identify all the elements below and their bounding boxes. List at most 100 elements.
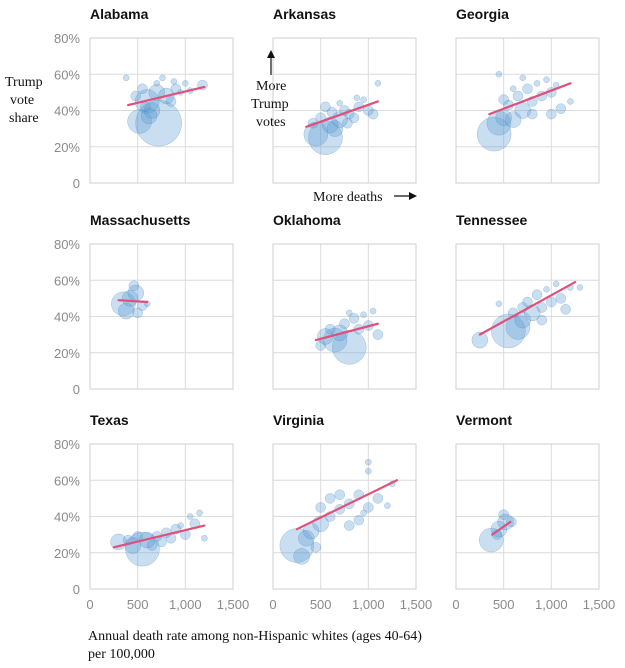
data-point — [121, 290, 139, 307]
data-point — [560, 304, 571, 315]
trend-line — [314, 322, 379, 342]
data-point — [117, 302, 135, 320]
data-point — [369, 307, 377, 315]
panels-group: Alabama 0 20% 40% 60% 80% Arkansas Georgia Massa… — [54, 6, 615, 612]
y-tick-label: 40% — [54, 510, 80, 525]
data-point — [384, 502, 391, 509]
trend-line — [478, 280, 577, 336]
data-point — [170, 78, 178, 85]
y-tick-label: 20% — [54, 346, 80, 361]
data-point — [159, 74, 166, 82]
data-point — [156, 536, 167, 548]
annotation-votes: votes — [256, 115, 286, 130]
data-point — [339, 318, 350, 329]
panel-frame — [272, 37, 417, 184]
data-point — [498, 94, 509, 105]
data-point — [132, 307, 143, 319]
data-point — [143, 102, 161, 119]
panel-title: Tennessee — [456, 212, 528, 228]
data-point — [476, 116, 512, 152]
annotation-more-deaths: More deaths — [313, 190, 383, 205]
panel-title: Arkansas — [273, 6, 336, 22]
data-point — [125, 531, 160, 567]
x-tick-label: 1,000 — [352, 597, 385, 612]
x-tick-label: 0 — [86, 597, 93, 612]
data-point — [111, 291, 136, 317]
data-point — [334, 489, 345, 500]
panel-vermont: Vermont 0 500 1,000 1,500 — [452, 412, 615, 612]
y-tick-label: 80% — [54, 437, 80, 452]
data-point — [127, 109, 152, 134]
y-tick-label: 20% — [54, 140, 80, 155]
data-point — [555, 103, 567, 114]
x-tick-label: 1,500 — [217, 597, 250, 612]
data-point — [336, 100, 343, 107]
data-point — [324, 493, 336, 504]
data-point — [177, 522, 184, 529]
data-point — [531, 289, 543, 300]
x-tick-label: 500 — [310, 597, 332, 612]
data-point — [196, 509, 203, 517]
panel-alabama: Alabama 0 20% 40% 60% 80% — [54, 6, 234, 191]
data-point — [536, 314, 548, 326]
data-point — [182, 80, 189, 87]
panel-title: Georgia — [456, 6, 509, 22]
trend-line — [127, 85, 206, 107]
y-tick-label: 20% — [54, 546, 80, 561]
y-tick-label: 60% — [54, 473, 80, 488]
data-point — [543, 76, 550, 83]
data-point — [353, 94, 361, 102]
trend-line — [117, 299, 149, 304]
panel-title: Oklahoma — [273, 212, 341, 228]
data-point — [367, 108, 379, 120]
data-point — [348, 313, 360, 324]
data-point — [512, 90, 524, 102]
panel-title: Texas — [90, 412, 129, 428]
y-tick-label: 40% — [54, 310, 80, 325]
panel-tennessee: Tennessee — [455, 212, 600, 390]
data-point — [140, 101, 151, 113]
y-tick-label: 0 — [73, 176, 80, 191]
panel-virginia: Virginia 0 500 1,000 1,500 — [269, 412, 432, 612]
x-tick-label: 500 — [493, 597, 515, 612]
x-axis-label-line-1: Annual death rate among non-Hispanic whi… — [88, 629, 422, 644]
trend-line — [491, 520, 512, 536]
x-tick-label: 1,500 — [583, 597, 616, 612]
annotation-more: More — [256, 79, 286, 94]
data-point — [360, 96, 367, 103]
x-tick-label: 1,500 — [400, 597, 433, 612]
data-point — [372, 493, 384, 504]
y-tick-label: 40% — [54, 104, 80, 119]
trend-line — [305, 100, 379, 128]
panel-frame — [272, 443, 417, 590]
panel-frame — [455, 37, 600, 184]
data-point — [360, 311, 367, 318]
data-point — [555, 293, 567, 304]
data-point — [543, 286, 550, 293]
data-point — [498, 509, 509, 520]
data-point — [146, 540, 158, 551]
panel-texas: Texas 0 20% 40% 60% 80% 0 500 1,000 1,500 — [54, 412, 249, 612]
panel-frame — [89, 37, 234, 184]
y-tick-label: 80% — [54, 237, 80, 252]
data-point — [360, 509, 367, 517]
y-tick-label: 60% — [54, 67, 80, 82]
x-tick-label: 0 — [452, 597, 459, 612]
data-point — [135, 99, 182, 147]
data-point — [546, 296, 557, 308]
data-point — [522, 296, 533, 308]
data-point — [504, 111, 522, 128]
data-point — [363, 502, 374, 513]
panel-frame — [89, 443, 234, 590]
data-point — [348, 112, 360, 123]
panel-frame — [272, 243, 417, 390]
data-point — [374, 80, 382, 87]
data-point — [201, 535, 208, 542]
x-tick-label: 1,000 — [169, 597, 202, 612]
panel-oklahoma: Oklahoma — [272, 212, 417, 390]
data-point — [315, 340, 326, 351]
data-point — [536, 302, 548, 313]
data-point — [365, 467, 372, 475]
data-point — [353, 514, 365, 526]
data-point — [479, 527, 504, 553]
